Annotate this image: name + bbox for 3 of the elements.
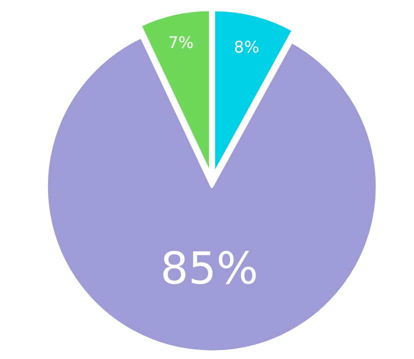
data-label: 85% [160, 244, 258, 295]
data-label: 8% [234, 37, 260, 56]
data-label: 7% [168, 33, 194, 52]
